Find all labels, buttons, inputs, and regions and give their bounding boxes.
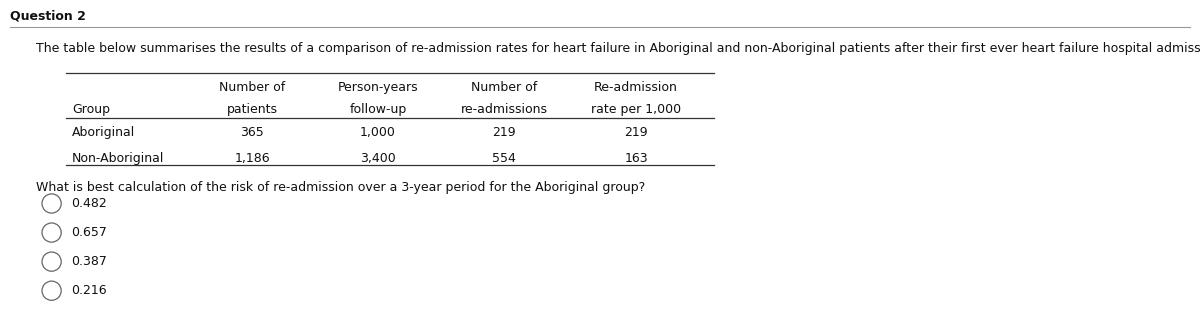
- Text: 554: 554: [492, 152, 516, 165]
- Text: 365: 365: [240, 126, 264, 139]
- Text: 1,186: 1,186: [234, 152, 270, 165]
- Text: Question 2: Question 2: [10, 10, 85, 23]
- Text: Number of: Number of: [218, 81, 286, 94]
- Text: 3,400: 3,400: [360, 152, 396, 165]
- Text: Re-admission: Re-admission: [594, 81, 678, 94]
- Text: patients: patients: [227, 103, 277, 116]
- Text: 219: 219: [624, 126, 648, 139]
- Text: 0.387: 0.387: [71, 255, 107, 268]
- Text: re-admissions: re-admissions: [461, 103, 547, 116]
- Text: Non-Aboriginal: Non-Aboriginal: [72, 152, 164, 165]
- Text: Person-years: Person-years: [337, 81, 419, 94]
- Text: 1,000: 1,000: [360, 126, 396, 139]
- Text: follow-up: follow-up: [349, 103, 407, 116]
- Text: Aboriginal: Aboriginal: [72, 126, 136, 139]
- Text: 0.482: 0.482: [71, 197, 107, 210]
- Text: 0.657: 0.657: [71, 226, 107, 239]
- Text: What is best calculation of the risk of re-admission over a 3-year period for th: What is best calculation of the risk of …: [36, 181, 646, 194]
- Text: Number of: Number of: [470, 81, 538, 94]
- Text: 0.216: 0.216: [71, 284, 107, 297]
- Text: 219: 219: [492, 126, 516, 139]
- Text: 163: 163: [624, 152, 648, 165]
- Text: The table below summarises the results of a comparison of re-admission rates for: The table below summarises the results o…: [36, 42, 1200, 55]
- Text: Group: Group: [72, 103, 110, 116]
- Text: rate per 1,000: rate per 1,000: [590, 103, 682, 116]
